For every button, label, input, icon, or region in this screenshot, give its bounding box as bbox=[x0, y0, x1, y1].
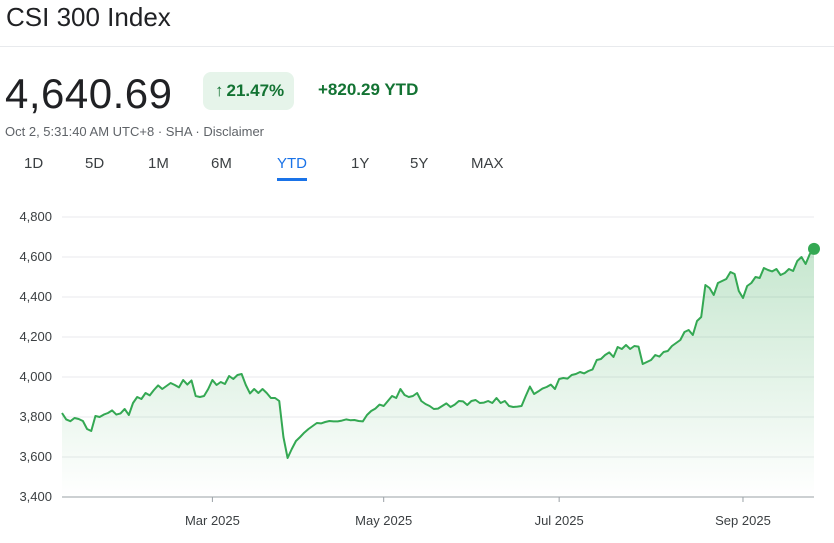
up-arrow-icon: ↑ bbox=[215, 81, 224, 100]
tab-ytd[interactable]: YTD bbox=[277, 155, 307, 181]
x-axis-labels: Mar 2025 May 2025 Jul 2025 Sep 2025 bbox=[185, 497, 771, 528]
price-line bbox=[61, 248, 815, 459]
quote-meta: Oct 2, 5:31:40 AM UTC+8 · SHA · Disclaim… bbox=[5, 124, 264, 139]
x-tick-label: Jul 2025 bbox=[535, 513, 584, 528]
y-tick-label: 4,200 bbox=[19, 329, 52, 344]
tab-1d[interactable]: 1D bbox=[24, 155, 44, 172]
x-tick-label: Mar 2025 bbox=[185, 513, 240, 528]
page-title: CSI 300 Index bbox=[6, 2, 171, 32]
last-price-marker bbox=[808, 242, 820, 255]
x-tick-label: May 2025 bbox=[355, 513, 412, 528]
tab-5y[interactable]: 5Y bbox=[410, 155, 429, 172]
header-divider bbox=[0, 46, 834, 47]
tab-6m[interactable]: 6M bbox=[211, 155, 232, 172]
y-tick-label: 4,000 bbox=[19, 369, 52, 384]
price-chart[interactable]: 3,400 3,600 3,800 4,000 4,200 4,400 4,600 4,800… bbox=[0, 195, 834, 543]
y-tick-label: 4,400 bbox=[19, 289, 52, 304]
y-tick-label: 3,600 bbox=[19, 449, 52, 464]
percent-change-badge: ↑ 21.47% bbox=[203, 72, 295, 110]
y-axis-labels: 3,400 3,600 3,800 4,000 4,200 4,400 4,600 4,800 bbox=[19, 209, 52, 504]
tab-1m[interactable]: 1M bbox=[148, 155, 169, 172]
y-tick-label: 4,600 bbox=[19, 249, 52, 264]
percent-change-value: 21.47% bbox=[226, 81, 285, 100]
absolute-change: +820.29 YTD bbox=[318, 80, 419, 99]
y-tick-label: 3,800 bbox=[19, 409, 52, 424]
tab-5d[interactable]: 5D bbox=[85, 155, 105, 172]
tab-1y[interactable]: 1Y bbox=[351, 155, 370, 172]
range-tabs: 1D 5D 1M 6M YTD 1Y 5Y MAX bbox=[0, 155, 560, 185]
y-tick-label: 4,800 bbox=[19, 209, 52, 224]
current-price: 4,640.69 bbox=[5, 70, 173, 117]
x-tick-label: Sep 2025 bbox=[715, 513, 771, 528]
y-tick-label: 3,400 bbox=[19, 489, 52, 504]
tab-max[interactable]: MAX bbox=[471, 155, 504, 172]
price-area-fill bbox=[62, 248, 814, 497]
